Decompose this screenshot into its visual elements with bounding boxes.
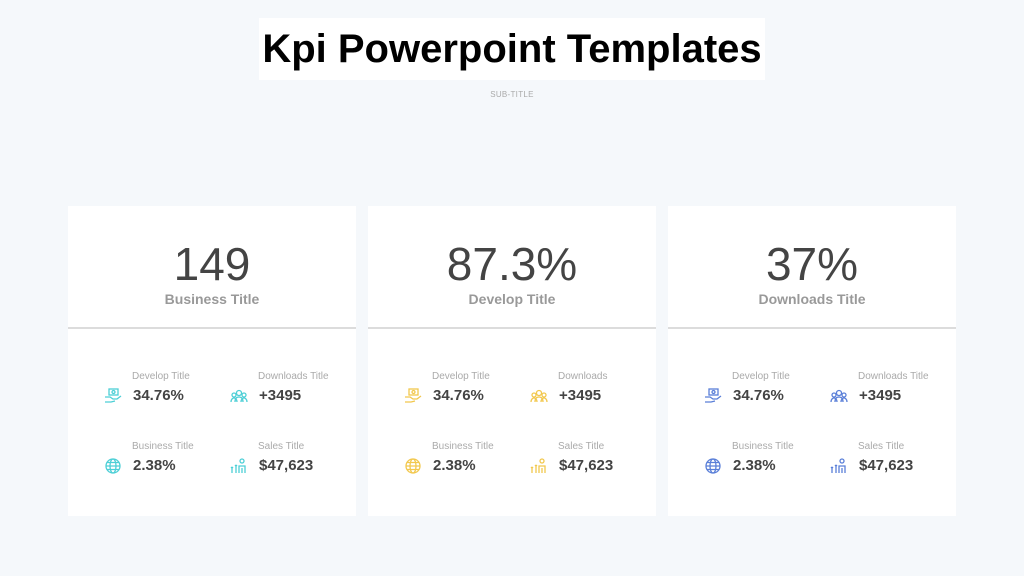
metric-value: 34.76% — [733, 387, 784, 404]
metric-label: Downloads — [558, 371, 608, 382]
metric-item: Sales Title $47,623 — [530, 441, 660, 481]
metric-value: 2.38% — [433, 457, 476, 474]
globe-icon — [704, 457, 722, 475]
metric-item: Downloads Title +3495 — [230, 371, 360, 411]
metric-value: 2.38% — [733, 457, 776, 474]
metric-label: Sales Title — [258, 441, 305, 452]
globe-icon — [104, 457, 122, 475]
metric-label: Downloads Title — [858, 371, 929, 382]
divider — [668, 327, 956, 329]
team-icon — [530, 387, 548, 405]
hand-money-icon — [404, 387, 422, 405]
metric-value: 2.38% — [133, 457, 176, 474]
hand-money-icon — [704, 387, 722, 405]
kpi-label: Downloads Title — [758, 291, 866, 307]
divider — [68, 327, 356, 329]
metric-value: +3495 — [859, 387, 902, 404]
growth-person-icon — [830, 457, 848, 475]
team-icon — [830, 387, 848, 405]
team-icon — [230, 387, 248, 405]
metric-item: Business Title 2.38% — [104, 441, 234, 481]
metric-value: $47,623 — [259, 457, 314, 474]
metric-value: $47,623 — [559, 457, 614, 474]
metric-value: $47,623 — [859, 457, 914, 474]
metric-value: 34.76% — [433, 387, 484, 404]
kpi-value: 37% — [765, 238, 859, 290]
metric-item: Downloads Title +3495 — [830, 371, 960, 411]
kpi-label: Business Title — [164, 291, 260, 307]
metric-label: Business Title — [432, 441, 494, 452]
metric-item: Sales Title $47,623 — [830, 441, 960, 481]
metric-label: Develop Title — [732, 371, 790, 382]
metric-label: Develop Title — [132, 371, 190, 382]
metric-item: Business Title 2.38% — [404, 441, 534, 481]
kpi-card: 87.3% Develop Title Develop Title 34.76%… — [368, 206, 656, 516]
metric-item: Sales Title $47,623 — [230, 441, 360, 481]
metric-item: Develop Title 34.76% — [104, 371, 234, 411]
kpi-value: 149 — [173, 238, 251, 290]
metric-label: Downloads Title — [258, 371, 329, 382]
divider — [368, 327, 656, 329]
growth-person-icon — [530, 457, 548, 475]
slide-title: Kpi Powerpoint Templates — [259, 18, 765, 80]
hand-money-icon — [104, 387, 122, 405]
metric-item: Develop Title 34.76% — [704, 371, 834, 411]
kpi-value: 87.3% — [446, 238, 578, 290]
growth-person-icon — [230, 457, 248, 475]
metric-value: +3495 — [259, 387, 302, 404]
metric-label: Business Title — [132, 441, 194, 452]
metric-value: 34.76% — [133, 387, 184, 404]
kpi-card: 149 Business Title Develop Title 34.76% … — [68, 206, 356, 516]
kpi-label: Develop Title — [468, 291, 556, 307]
metric-item: Downloads +3495 — [530, 371, 660, 411]
metric-label: Develop Title — [432, 371, 490, 382]
slide-subtitle: SUB-TITLE — [490, 90, 534, 99]
metric-value: +3495 — [559, 387, 602, 404]
metric-label: Sales Title — [858, 441, 905, 452]
metric-item: Business Title 2.38% — [704, 441, 834, 481]
metric-item: Develop Title 34.76% — [404, 371, 534, 411]
globe-icon — [404, 457, 422, 475]
metric-label: Sales Title — [558, 441, 605, 452]
kpi-card: 37% Downloads Title Develop Title 34.76%… — [668, 206, 956, 516]
metric-label: Business Title — [732, 441, 794, 452]
